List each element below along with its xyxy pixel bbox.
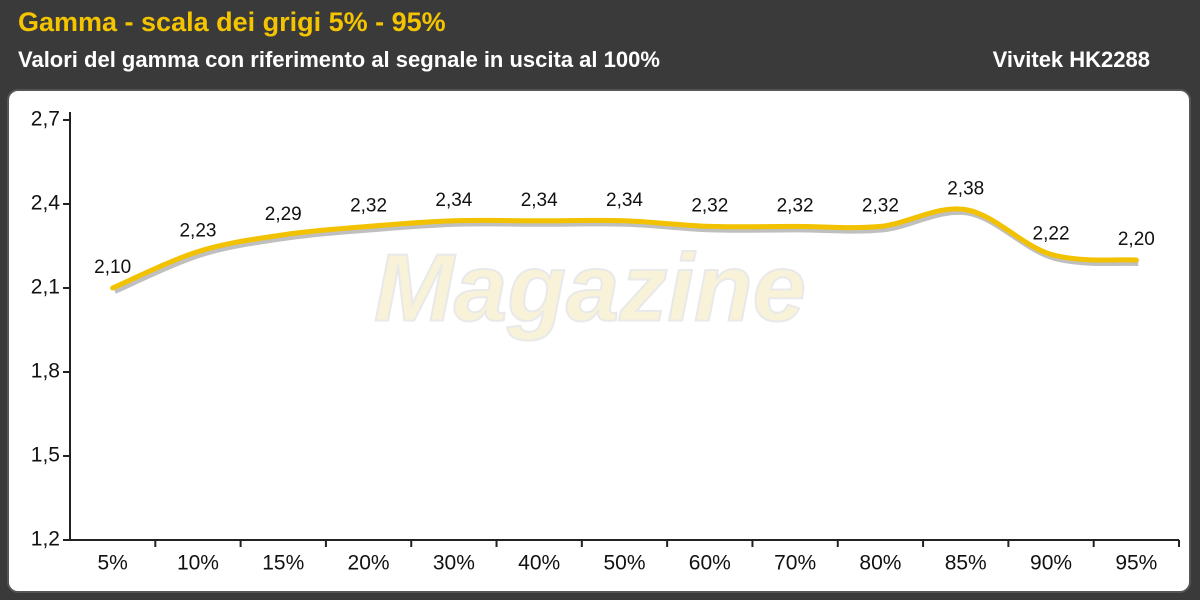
line-shadow (113, 208, 1139, 294)
data-label: 2,20 (1118, 229, 1155, 250)
x-tick-label: 5% (97, 552, 127, 575)
y-tick-label: 2,7 (31, 108, 60, 131)
data-label: 2,29 (265, 204, 302, 225)
plot-panel (7, 89, 1191, 593)
data-label: 2,32 (862, 195, 899, 216)
x-tick-label: 80% (859, 552, 901, 575)
data-label: 2,34 (521, 190, 558, 211)
data-label: 2,10 (94, 257, 131, 278)
x-tick-label: 15% (262, 552, 304, 575)
data-label: 2,32 (691, 195, 728, 216)
y-tick-label: 1,2 (31, 528, 60, 551)
x-tick-label: 40% (518, 552, 560, 575)
x-tick-label: 70% (774, 552, 816, 575)
x-tick-label: 60% (689, 552, 731, 575)
data-label: 2,34 (606, 190, 643, 211)
x-tick-label: 85% (945, 552, 987, 575)
x-tick-label: 10% (177, 552, 219, 575)
data-label: 2,32 (777, 195, 814, 216)
data-label: 2,32 (350, 195, 387, 216)
line (110, 206, 1139, 291)
chart-title: Gamma - scala dei grigi 5% - 95% (18, 7, 446, 37)
y-tick-label: 2,4 (31, 192, 61, 215)
x-tick-label: 95% (1115, 552, 1157, 575)
y-tick-label: 1,8 (31, 360, 60, 383)
chart-subtitle: Valori del gamma con riferimento al segn… (18, 47, 660, 72)
data-label: 2,38 (947, 179, 984, 200)
data-label: 2,23 (179, 221, 216, 242)
x-tick-label: 30% (433, 552, 475, 575)
x-tick-label: 50% (603, 552, 645, 575)
y-tick-label: 1,5 (31, 444, 60, 467)
header (0, 0, 1200, 88)
x-tick-label: 90% (1030, 552, 1072, 575)
data-label: 2,34 (435, 190, 472, 211)
data-label: 2,22 (1033, 223, 1070, 244)
device-name: Vivitek HK2288 (993, 47, 1150, 72)
x-tick-label: 20% (348, 552, 390, 575)
y-tick-label: 2,1 (31, 276, 60, 299)
watermark: Magazine (374, 234, 806, 341)
